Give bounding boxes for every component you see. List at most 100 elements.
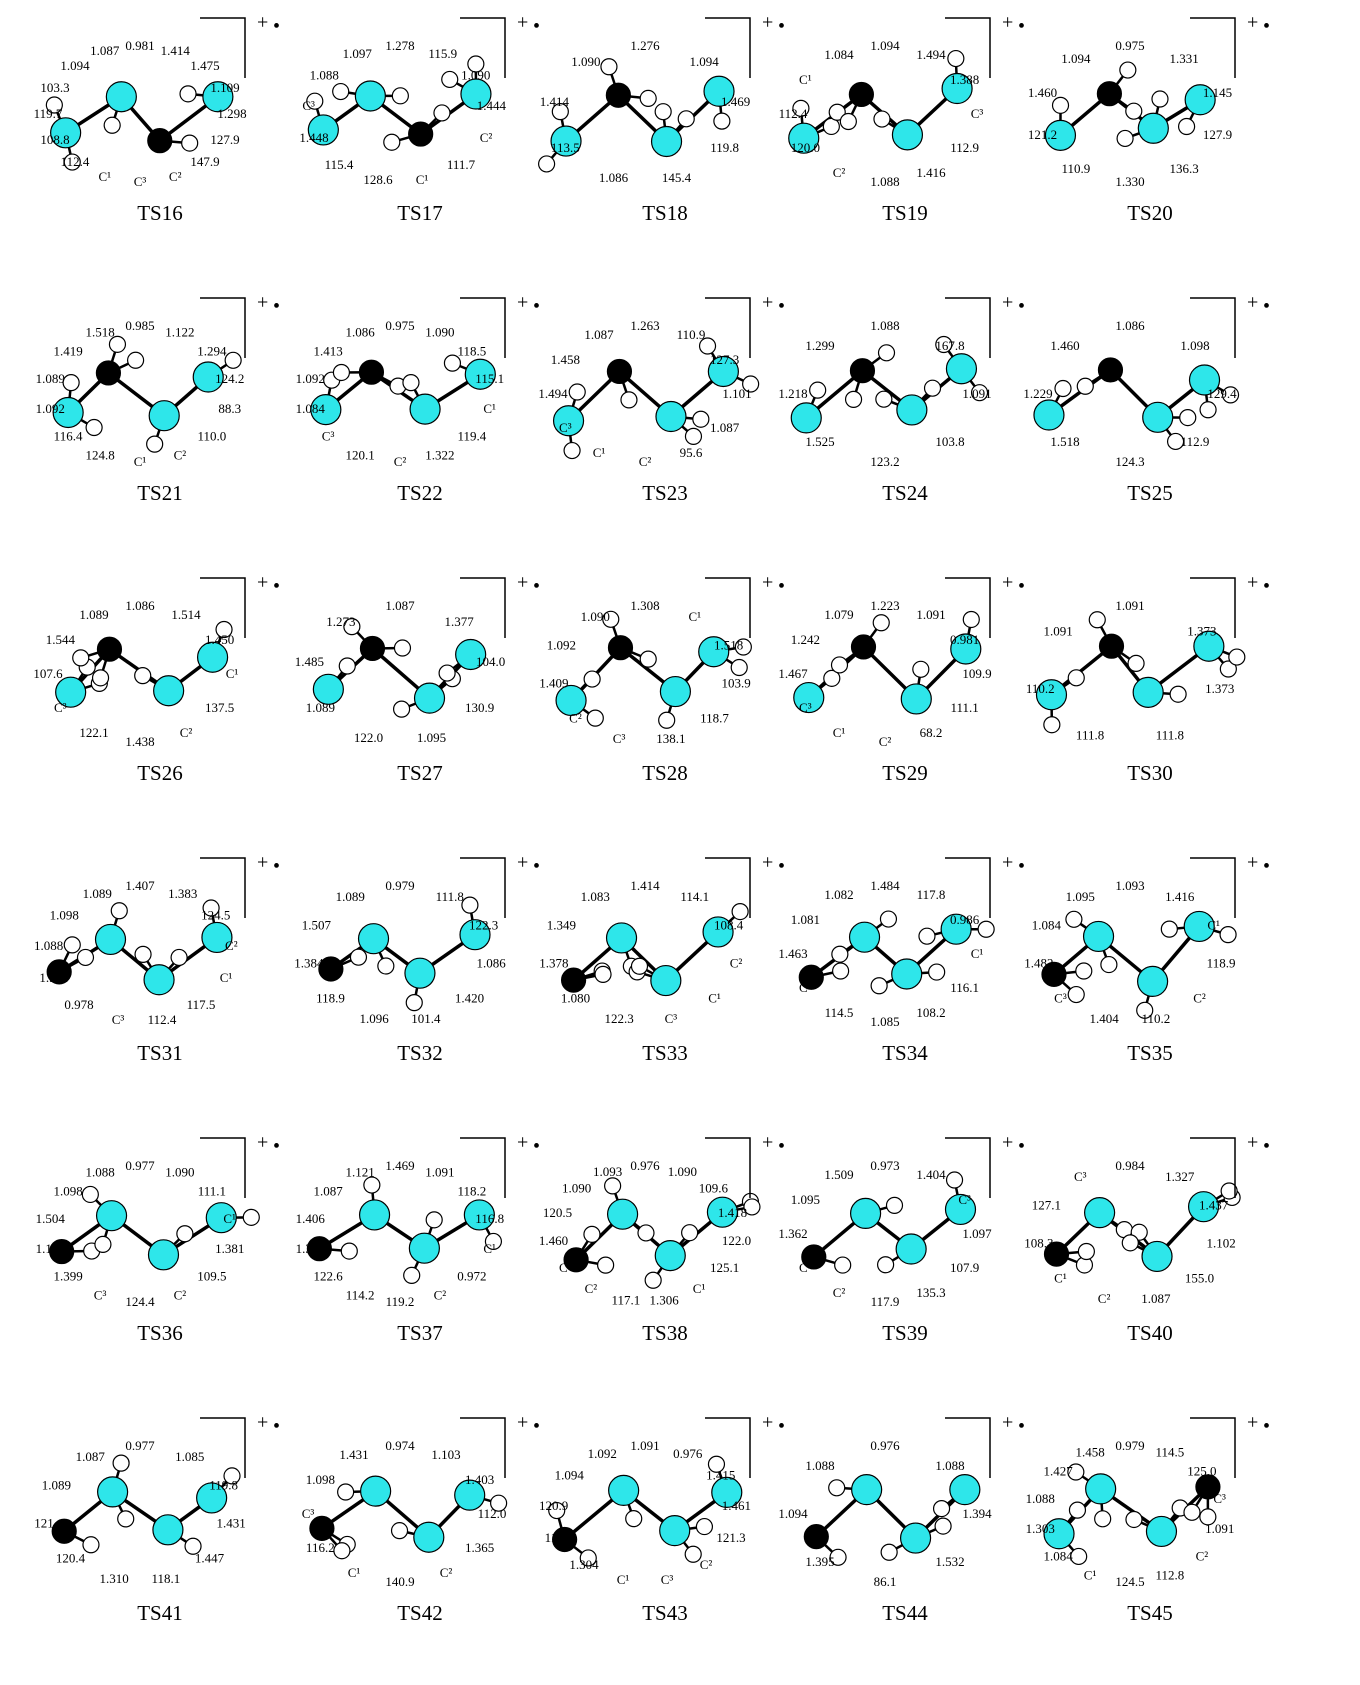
carbon-atom: [1138, 113, 1168, 143]
structure-panel: +•0.9811.4141.4751.1091.298127.9147.9C²C…: [34, 12, 280, 225]
geometry-label: C³: [134, 174, 147, 189]
geometry-label: C²: [799, 980, 812, 995]
geometry-label: 0.986: [950, 912, 980, 927]
geometry-label: 1.331: [1169, 51, 1198, 66]
geometry-label: 1.460: [1050, 338, 1079, 353]
geometry-label: 120.4: [56, 1551, 86, 1566]
carbon-atom: [106, 82, 136, 112]
radical-symbol: •: [1018, 576, 1025, 598]
structure-name: TS31: [137, 1041, 183, 1065]
structure-name: TS39: [882, 1321, 928, 1345]
geometry-label: 1.086: [345, 325, 375, 340]
hydrogen-atom: [394, 701, 410, 717]
geometry-label: 116.4: [54, 428, 83, 443]
structure-panel: +•0.9731.404C³1.097107.9135.3117.9C²C¹1.…: [778, 1132, 1025, 1345]
hydrogen-atom: [947, 1172, 963, 1188]
radical-symbol: •: [1018, 16, 1025, 38]
oxygen-atom: [849, 82, 873, 106]
structure-name: TS36: [137, 1321, 183, 1345]
geometry-label: C¹: [134, 454, 147, 469]
hydrogen-atom: [584, 671, 600, 687]
carbon-atom: [660, 677, 690, 707]
geometry-label: 140.9: [385, 1574, 414, 1589]
geometry-label: 1.444: [477, 98, 507, 113]
geometry-label: 1.330: [1115, 174, 1144, 189]
structure-panel: +•1.0931.416C¹118.9C²110.21.404C³1.4821.…: [1024, 852, 1270, 1065]
geometry-label: 103.8: [935, 434, 964, 449]
structure-name: TS16: [137, 201, 183, 225]
geometry-label: C²: [730, 956, 743, 971]
oxygen-atom: [359, 360, 383, 384]
structure-panel: +•0.979111.8122.31.0861.420101.41.096118…: [294, 852, 540, 1065]
geometry-label: C¹: [971, 946, 984, 961]
carbon-atom: [1138, 966, 1168, 996]
geometry-label: 108.3: [1024, 1236, 1053, 1251]
hydrogen-atom: [392, 1523, 408, 1539]
hydrogen-atom: [333, 364, 349, 380]
hydrogen-atom: [82, 1186, 98, 1202]
geometry-label: 1.420: [455, 991, 484, 1006]
hydrogen-atom: [840, 113, 856, 129]
hydrogen-atom: [426, 1212, 442, 1228]
geometry-label: 1.460: [539, 1233, 568, 1248]
geometry-label: 1.504: [39, 970, 69, 985]
structure-name: TS35: [1127, 1041, 1173, 1065]
hydrogen-atom: [225, 352, 241, 368]
charge-symbol: +: [1002, 1412, 1013, 1434]
structure-name: TS43: [642, 1601, 688, 1625]
geometry-label: 124.3: [1115, 454, 1144, 469]
geometry-label: 1.086: [125, 598, 155, 613]
geometry-label: 1.431: [339, 1447, 368, 1462]
geometry-label: 137.5: [205, 700, 234, 715]
geometry-label: 1.088: [870, 318, 899, 333]
geometry-label: C³: [322, 428, 335, 443]
geometry-label: 115.9: [428, 46, 457, 61]
hydrogen-atom: [1078, 1243, 1094, 1259]
hydrogen-atom: [442, 71, 458, 87]
oxygen-atom: [804, 1525, 828, 1549]
geometry-label: 1.098: [53, 1184, 82, 1199]
geometry-label: 1.223: [870, 598, 899, 613]
geometry-label: 1.093: [1115, 878, 1144, 893]
radical-symbol: •: [533, 1136, 540, 1158]
geometry-label: 1.403: [465, 1472, 494, 1487]
radical-symbol: •: [778, 16, 785, 38]
structure-panel: +•1.263110.9127.31.1011.08795.6C²C¹C³1.4…: [538, 292, 785, 505]
bracket: [705, 18, 750, 78]
carbon-atom: [97, 1201, 127, 1231]
geometry-label: C²: [1196, 1548, 1209, 1563]
geometry-label: C³: [559, 420, 572, 435]
hydrogen-atom: [333, 84, 349, 100]
hydrogen-atom: [77, 949, 93, 965]
geometry-label: C²: [480, 130, 493, 145]
bracket: [200, 1418, 245, 1478]
hydrogen-atom: [434, 105, 450, 121]
hydrogen-atom: [731, 660, 747, 676]
hydrogen-atom: [1076, 963, 1092, 979]
hydrogen-atom: [1184, 1504, 1200, 1520]
hydrogen-atom: [86, 420, 102, 436]
geometry-label: 0.981: [950, 632, 979, 647]
hydrogen-atom: [631, 958, 647, 974]
geometry-label: 1.438: [125, 734, 154, 749]
hydrogen-atom: [1170, 686, 1186, 702]
geometry-label: 1.089: [336, 889, 365, 904]
bracket: [1190, 858, 1235, 918]
geometry-label: C¹: [799, 1260, 812, 1275]
geometry-label: 1.383: [168, 886, 197, 901]
charge-symbol: +: [517, 572, 528, 594]
charge-symbol: +: [1247, 12, 1258, 34]
hydrogen-atom: [963, 611, 979, 627]
carbon-atom: [892, 959, 922, 989]
geometry-label: 1.509: [824, 1167, 853, 1182]
geometry-label: 1.461: [722, 1498, 751, 1513]
geometry-label: 1.087: [90, 43, 120, 58]
hydrogen-atom: [1077, 378, 1093, 394]
radical-symbol: •: [1263, 296, 1270, 318]
geometry-label: C³: [559, 1260, 572, 1275]
hydrogen-atom: [833, 963, 849, 979]
hydrogen-atom: [638, 1225, 654, 1241]
geometry-label: C¹: [1054, 1271, 1067, 1286]
geometry-label: 1.094: [1061, 51, 1091, 66]
geometry-label: 124.2: [215, 371, 244, 386]
